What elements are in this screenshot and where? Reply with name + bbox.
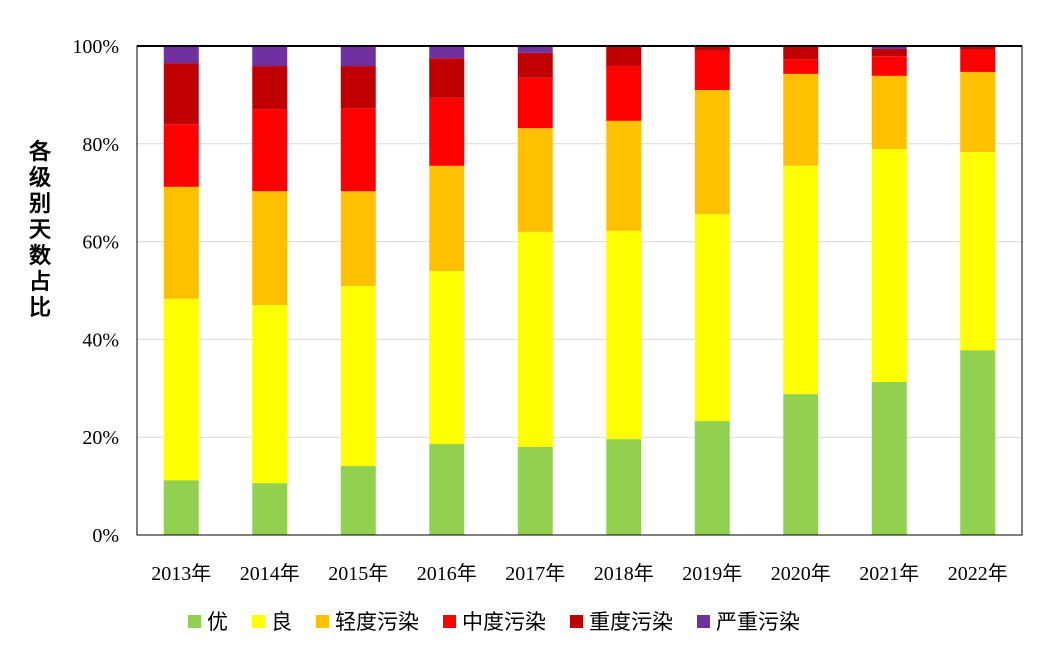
y-tick-label: 100% [72,36,119,58]
x-tick-label: 2018年 [594,562,654,585]
bar-segment-优-2022年 [960,350,996,535]
legend-item: 良 [252,606,292,636]
bar-segment-中度污染-2020年 [783,59,819,74]
bar-segment-严重污染-2013年 [163,46,199,64]
bar-segment-严重污染-2017年 [517,46,553,53]
y-tick-label: 60% [82,232,119,254]
bar-segment-中度污染-2017年 [517,77,553,129]
bar-segment-良-2013年 [163,298,199,481]
x-tick-label: 2016年 [417,562,477,585]
bar-segment-中度污染-2018年 [606,66,642,121]
bar-segment-重度污染-2018年 [606,46,642,67]
legend: 优 良 轻度污染 中度污染 重度污染 严重污染 [188,606,824,636]
bar-segment-重度污染-2022年 [960,46,996,50]
legend-swatch [188,614,201,628]
legend-item: 优 [188,606,228,636]
bar-segment-轻度污染-2016年 [429,165,465,271]
bar-segment-中度污染-2019年 [694,50,730,91]
legend-item: 严重污染 [697,606,800,636]
legend-item: 中度污染 [443,606,546,636]
bar-segment-优-2014年 [252,483,288,535]
x-tick-label: 2017年 [505,562,565,585]
bar-segment-良-2019年 [694,214,730,422]
bar-segment-严重污染-2016年 [429,46,465,59]
x-tick-label: 2015年 [328,562,388,585]
y-tick-label: 80% [82,134,119,156]
bar-segment-严重污染-2014年 [252,46,288,67]
bar-segment-中度污染-2022年 [960,49,996,72]
bar-segment-严重污染-2021年 [871,46,907,49]
bar-segment-优-2018年 [606,439,642,535]
bar-segment-良-2021年 [871,149,907,382]
bar-segment-优-2021年 [871,381,907,535]
bar-segment-轻度污染-2015年 [340,191,376,287]
bar-segment-轻度污染-2017年 [517,128,553,232]
y-tick-label: 0% [92,525,119,547]
legend-label: 轻度污染 [335,610,419,634]
bar-segment-中度污染-2016年 [429,97,465,166]
bar-segment-轻度污染-2019年 [694,90,730,215]
legend-swatch [316,614,329,628]
bar-segment-重度污染-2020年 [783,46,819,60]
bar-segment-优-2017年 [517,446,553,535]
bar-segment-优-2019年 [694,421,730,535]
x-tick-label: 2020年 [771,562,831,585]
legend-label: 中度污染 [462,610,546,634]
bar-segment-重度污染-2014年 [252,66,288,110]
bar-segment-优-2015年 [340,466,376,535]
bar-segment-严重污染-2015年 [340,46,376,67]
bar-segment-重度污染-2015年 [340,66,376,109]
legend-label: 重度污染 [589,610,673,634]
legend-label: 严重污染 [716,610,800,634]
legend-item: 重度污染 [570,606,673,636]
bar-segment-轻度污染-2020年 [783,73,819,166]
x-tick-label: 2013年 [151,562,211,585]
y-tick-label: 20% [82,427,119,449]
bar-segment-轻度污染-2018年 [606,120,642,231]
bar-segment-重度污染-2017年 [517,52,553,78]
bar-segment-优-2020年 [783,394,819,535]
bar-segment-优-2016年 [429,444,465,535]
bar-segment-重度污染-2019年 [694,46,730,51]
legend-swatch [697,614,710,628]
bar-segment-中度污染-2021年 [871,56,907,76]
bar-segment-良-2015年 [340,286,376,467]
bar-segment-良-2014年 [252,305,288,484]
bar-segment-中度污染-2013年 [163,124,199,187]
legend-label: 良 [271,610,292,634]
x-tick-label: 2019年 [682,562,742,585]
legend-label: 优 [207,610,228,634]
x-tick-label: 2022年 [948,562,1008,585]
x-tick-label: 2021年 [859,562,919,585]
bar-segment-良-2018年 [606,230,642,440]
legend-item: 轻度污染 [316,606,419,636]
x-tick-label: 2014年 [240,562,300,585]
y-axis-label: 各级别天数占比 [28,140,51,321]
bar-segment-轻度污染-2022年 [960,71,996,153]
bar-segment-优-2013年 [163,480,199,535]
bar-segment-良-2022年 [960,152,996,351]
bar-segment-中度污染-2014年 [252,109,288,192]
bar-segment-良-2020年 [783,165,819,395]
legend-swatch [252,614,265,628]
bar-segment-重度污染-2021年 [871,48,907,57]
bar-segment-轻度污染-2014年 [252,191,288,306]
bar-segment-轻度污染-2021年 [871,75,907,150]
bar-segment-良-2017年 [517,231,553,447]
bar-segment-重度污染-2013年 [163,63,199,125]
bar-segment-轻度污染-2013年 [163,186,199,299]
legend-swatch [570,614,583,628]
bar-segment-重度污染-2016年 [429,58,465,98]
bar-segment-良-2016年 [429,270,465,445]
legend-swatch [443,614,456,628]
y-tick-label: 40% [82,329,119,351]
bar-segment-中度污染-2015年 [340,108,376,192]
